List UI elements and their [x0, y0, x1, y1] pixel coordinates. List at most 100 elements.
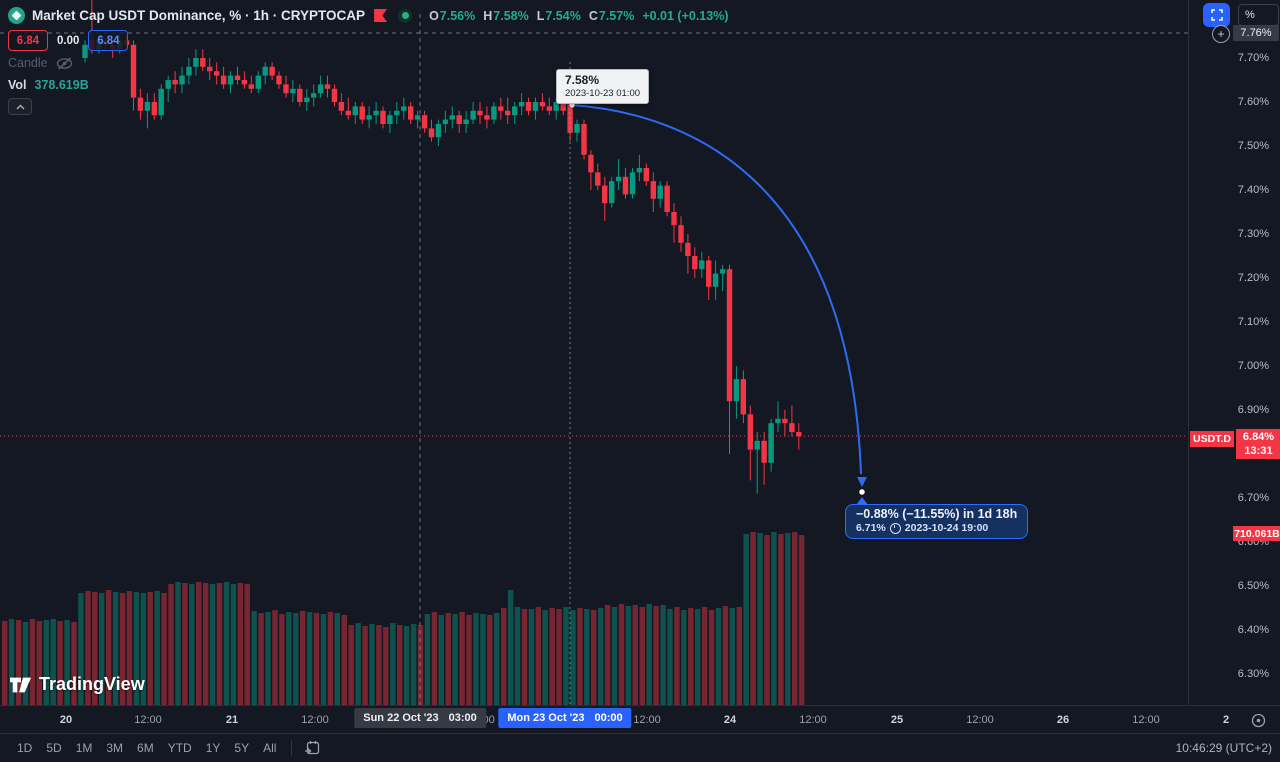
tradingview-watermark: TradingView [10, 674, 145, 695]
arrow-head [857, 477, 867, 487]
symbol-axis-label: USDT.D [1190, 431, 1234, 447]
bottom-toolbar: 1D 5D 1M 3M 6M YTD 1Y 5Y All 10:46:29 (UTC+2) [0, 733, 1280, 762]
series-legend-row[interactable]: Candle [8, 56, 73, 70]
market-status-icon [398, 8, 413, 23]
crosshair-time: 03:00 [448, 712, 477, 724]
time-tick: 12:00 [799, 714, 827, 726]
volume-layer [2, 532, 805, 705]
price-tick: 7.00% [1237, 360, 1269, 372]
buy-sell-widget: 6.84 0.00 6.84 [8, 30, 129, 51]
selected-time: 00:00 [594, 712, 623, 724]
time-tick: 12:00 [134, 714, 162, 726]
time-tick: 24 [723, 714, 737, 726]
open-value: 7.56% [439, 8, 476, 23]
clock-icon [889, 522, 901, 534]
range-selector: 1D 5D 1M 3M 6M YTD 1Y 5Y All [10, 738, 283, 758]
toolbar-divider [291, 740, 293, 756]
tooltip-price: 7.58% [565, 73, 600, 87]
price-tick: 7.30% [1237, 228, 1269, 240]
measure-callout[interactable]: −0.88% (−11.55%) in 1d 18h 6.71% 2023-10… [845, 497, 1029, 539]
callout-change: −0.88% (−11.55%) in 1d 18h [856, 507, 1018, 521]
selected-time-label: Mon 23 Oct '23 00:00 [498, 708, 632, 728]
crosshair-time-label: Sun 22 Oct '23 03:00 [354, 708, 486, 728]
price-tick: 6.40% [1237, 624, 1269, 636]
time-tick: 26 [1056, 714, 1070, 726]
eye-slash-icon[interactable] [56, 56, 73, 70]
range-6M[interactable]: 6M [137, 741, 154, 755]
close-value: 7.57% [598, 8, 635, 23]
legend-collapse-button[interactable] [8, 98, 32, 115]
last-price: 6.84% [1242, 431, 1275, 443]
change-value: +0.01 (+0.13%) [642, 8, 729, 23]
time-tick: 12:00 [966, 714, 994, 726]
selected-date: Mon 23 Oct '23 [507, 712, 585, 724]
tradingview-logo-icon [10, 677, 32, 692]
time-axis[interactable]: 2012:002112:002212:002312:002412:002512:… [0, 705, 1280, 734]
calendar-arrow-icon [305, 741, 320, 755]
flag-icon[interactable] [374, 9, 388, 22]
chevron-up-icon [16, 104, 24, 109]
time-tick: 12:00 [633, 714, 661, 726]
range-3M[interactable]: 3M [106, 741, 124, 755]
symbol-header[interactable]: Market Cap USDT Dominance, % · 1h · CRYP… [8, 7, 728, 24]
crosshair-date: Sun 22 Oct '23 [363, 712, 439, 724]
price-tick: 7.10% [1237, 316, 1269, 328]
volume-legend-row[interactable]: Vol 378.619B [8, 78, 89, 92]
buy-button[interactable]: 6.84 [88, 30, 129, 51]
candlestick-chart[interactable] [0, 0, 1188, 705]
maximize-chart-button[interactable] [1203, 3, 1230, 27]
volume-value: 378.619B [34, 78, 89, 92]
chart-pane[interactable]: TradingView Market Cap USDT Dominance, %… [0, 0, 1188, 705]
price-tick: 7.60% [1237, 96, 1269, 108]
price-tick: 7.50% [1237, 140, 1269, 152]
range-1Y[interactable]: 1Y [205, 741, 221, 755]
price-tick: 6.90% [1237, 404, 1269, 416]
callout-price: 6.71% [856, 522, 886, 534]
price-tick: 7.20% [1237, 272, 1269, 284]
range-YTD[interactable]: YTD [167, 741, 192, 755]
corner-brackets-icon [1210, 9, 1223, 21]
open-label: O [429, 8, 439, 23]
session-clock[interactable]: 10:46:29 (UTC+2) [1175, 741, 1272, 755]
sell-button[interactable]: 6.84 [8, 30, 48, 51]
symbol-title[interactable]: Market Cap USDT Dominance, % · 1h · CRYP… [32, 8, 366, 23]
time-tick: 21 [225, 714, 239, 726]
time-tick: 20 [59, 714, 73, 726]
range-All[interactable]: All [263, 741, 277, 755]
volume-label: Vol [8, 78, 27, 92]
candles-layer [82, 0, 802, 494]
price-unit-toggle[interactable]: % [1238, 4, 1279, 26]
symbol-logo-icon [8, 7, 25, 24]
time-tick: 2 [1222, 714, 1230, 726]
high-label: H [483, 8, 493, 23]
range-5Y[interactable]: 5Y [234, 741, 250, 755]
spread-value: 0.00 [57, 34, 80, 47]
price-tick: 6.50% [1237, 580, 1269, 592]
go-to-date-button[interactable] [304, 740, 321, 756]
price-unit: % [1245, 9, 1255, 21]
low-value: 7.54% [545, 8, 581, 23]
range-1M[interactable]: 1M [75, 741, 93, 755]
callout-time: 2023-10-24 19:00 [904, 522, 989, 534]
time-tick: 12:00 [301, 714, 329, 726]
point-tooltip: 7.58% 2023-10-23 01:00 [556, 69, 650, 104]
crosshair-price-label: 7.76% [1233, 25, 1279, 41]
anchor-dot[interactable] [858, 488, 866, 496]
trend-arrow[interactable] [571, 104, 862, 475]
range-5D[interactable]: 5D [46, 741, 62, 755]
range-1D[interactable]: 1D [17, 741, 33, 755]
price-tick: 7.40% [1237, 184, 1269, 196]
time-axis-settings-icon[interactable] [1251, 713, 1266, 728]
close-label: C [588, 8, 598, 23]
series-name: Candle [8, 56, 48, 70]
tooltip-time: 2023-10-23 01:00 [565, 88, 641, 99]
bar-countdown: 13:31 [1244, 445, 1273, 457]
last-price-label: 6.84% 13:31 [1236, 429, 1280, 459]
plus-circle-icon[interactable]: + [1212, 25, 1230, 43]
high-value: 7.58% [493, 8, 529, 23]
price-axis[interactable]: 7.70% 7.60% 7.50% 7.40% 7.30% 7.20% 7.10% 7.00%… [1188, 0, 1280, 705]
watermark-text: TradingView [39, 674, 145, 694]
low-label: L [536, 8, 545, 23]
time-tick: 25 [890, 714, 904, 726]
